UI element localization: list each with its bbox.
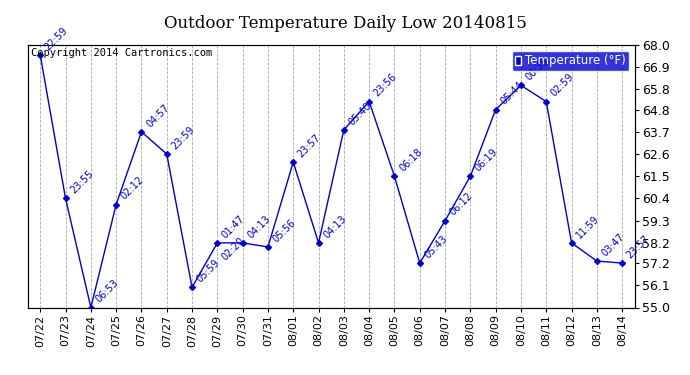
Legend: Temperature (°F): Temperature (°F) xyxy=(511,51,629,71)
Text: 23:59: 23:59 xyxy=(170,124,197,151)
Text: 00:35: 00:35 xyxy=(524,56,551,82)
Text: 22:59: 22:59 xyxy=(43,26,70,53)
Text: 23:56: 23:56 xyxy=(372,72,399,99)
Text: 11:59: 11:59 xyxy=(574,213,601,240)
Text: Copyright 2014 Cartronics.com: Copyright 2014 Cartronics.com xyxy=(30,48,212,58)
Text: 06:18: 06:18 xyxy=(397,147,424,174)
Text: 05:40: 05:40 xyxy=(346,100,373,127)
Text: 06:12: 06:12 xyxy=(448,191,475,218)
Text: 06:19: 06:19 xyxy=(473,147,500,174)
Text: 23:57: 23:57 xyxy=(296,132,323,159)
Text: Outdoor Temperature Daily Low 20140815: Outdoor Temperature Daily Low 20140815 xyxy=(164,15,526,32)
Text: 04:57: 04:57 xyxy=(144,102,171,129)
Text: 23:57: 23:57 xyxy=(625,233,652,260)
Text: 05:56: 05:56 xyxy=(270,217,297,244)
Text: 02:12: 02:12 xyxy=(119,175,146,202)
Text: 06:53: 06:53 xyxy=(94,278,121,305)
Text: 04:13: 04:13 xyxy=(322,213,348,240)
Text: 03:47: 03:47 xyxy=(600,231,627,258)
Text: 01:47: 01:47 xyxy=(220,213,247,240)
Text: 02:59: 02:59 xyxy=(549,72,576,99)
Text: 05:59: 05:59 xyxy=(195,258,221,285)
Text: 23:55: 23:55 xyxy=(68,169,95,196)
Text: 02:20: 02:20 xyxy=(220,236,247,262)
Text: 05:44: 05:44 xyxy=(498,80,525,107)
Text: 05:43: 05:43 xyxy=(422,234,449,260)
Text: 04:13: 04:13 xyxy=(246,213,272,240)
